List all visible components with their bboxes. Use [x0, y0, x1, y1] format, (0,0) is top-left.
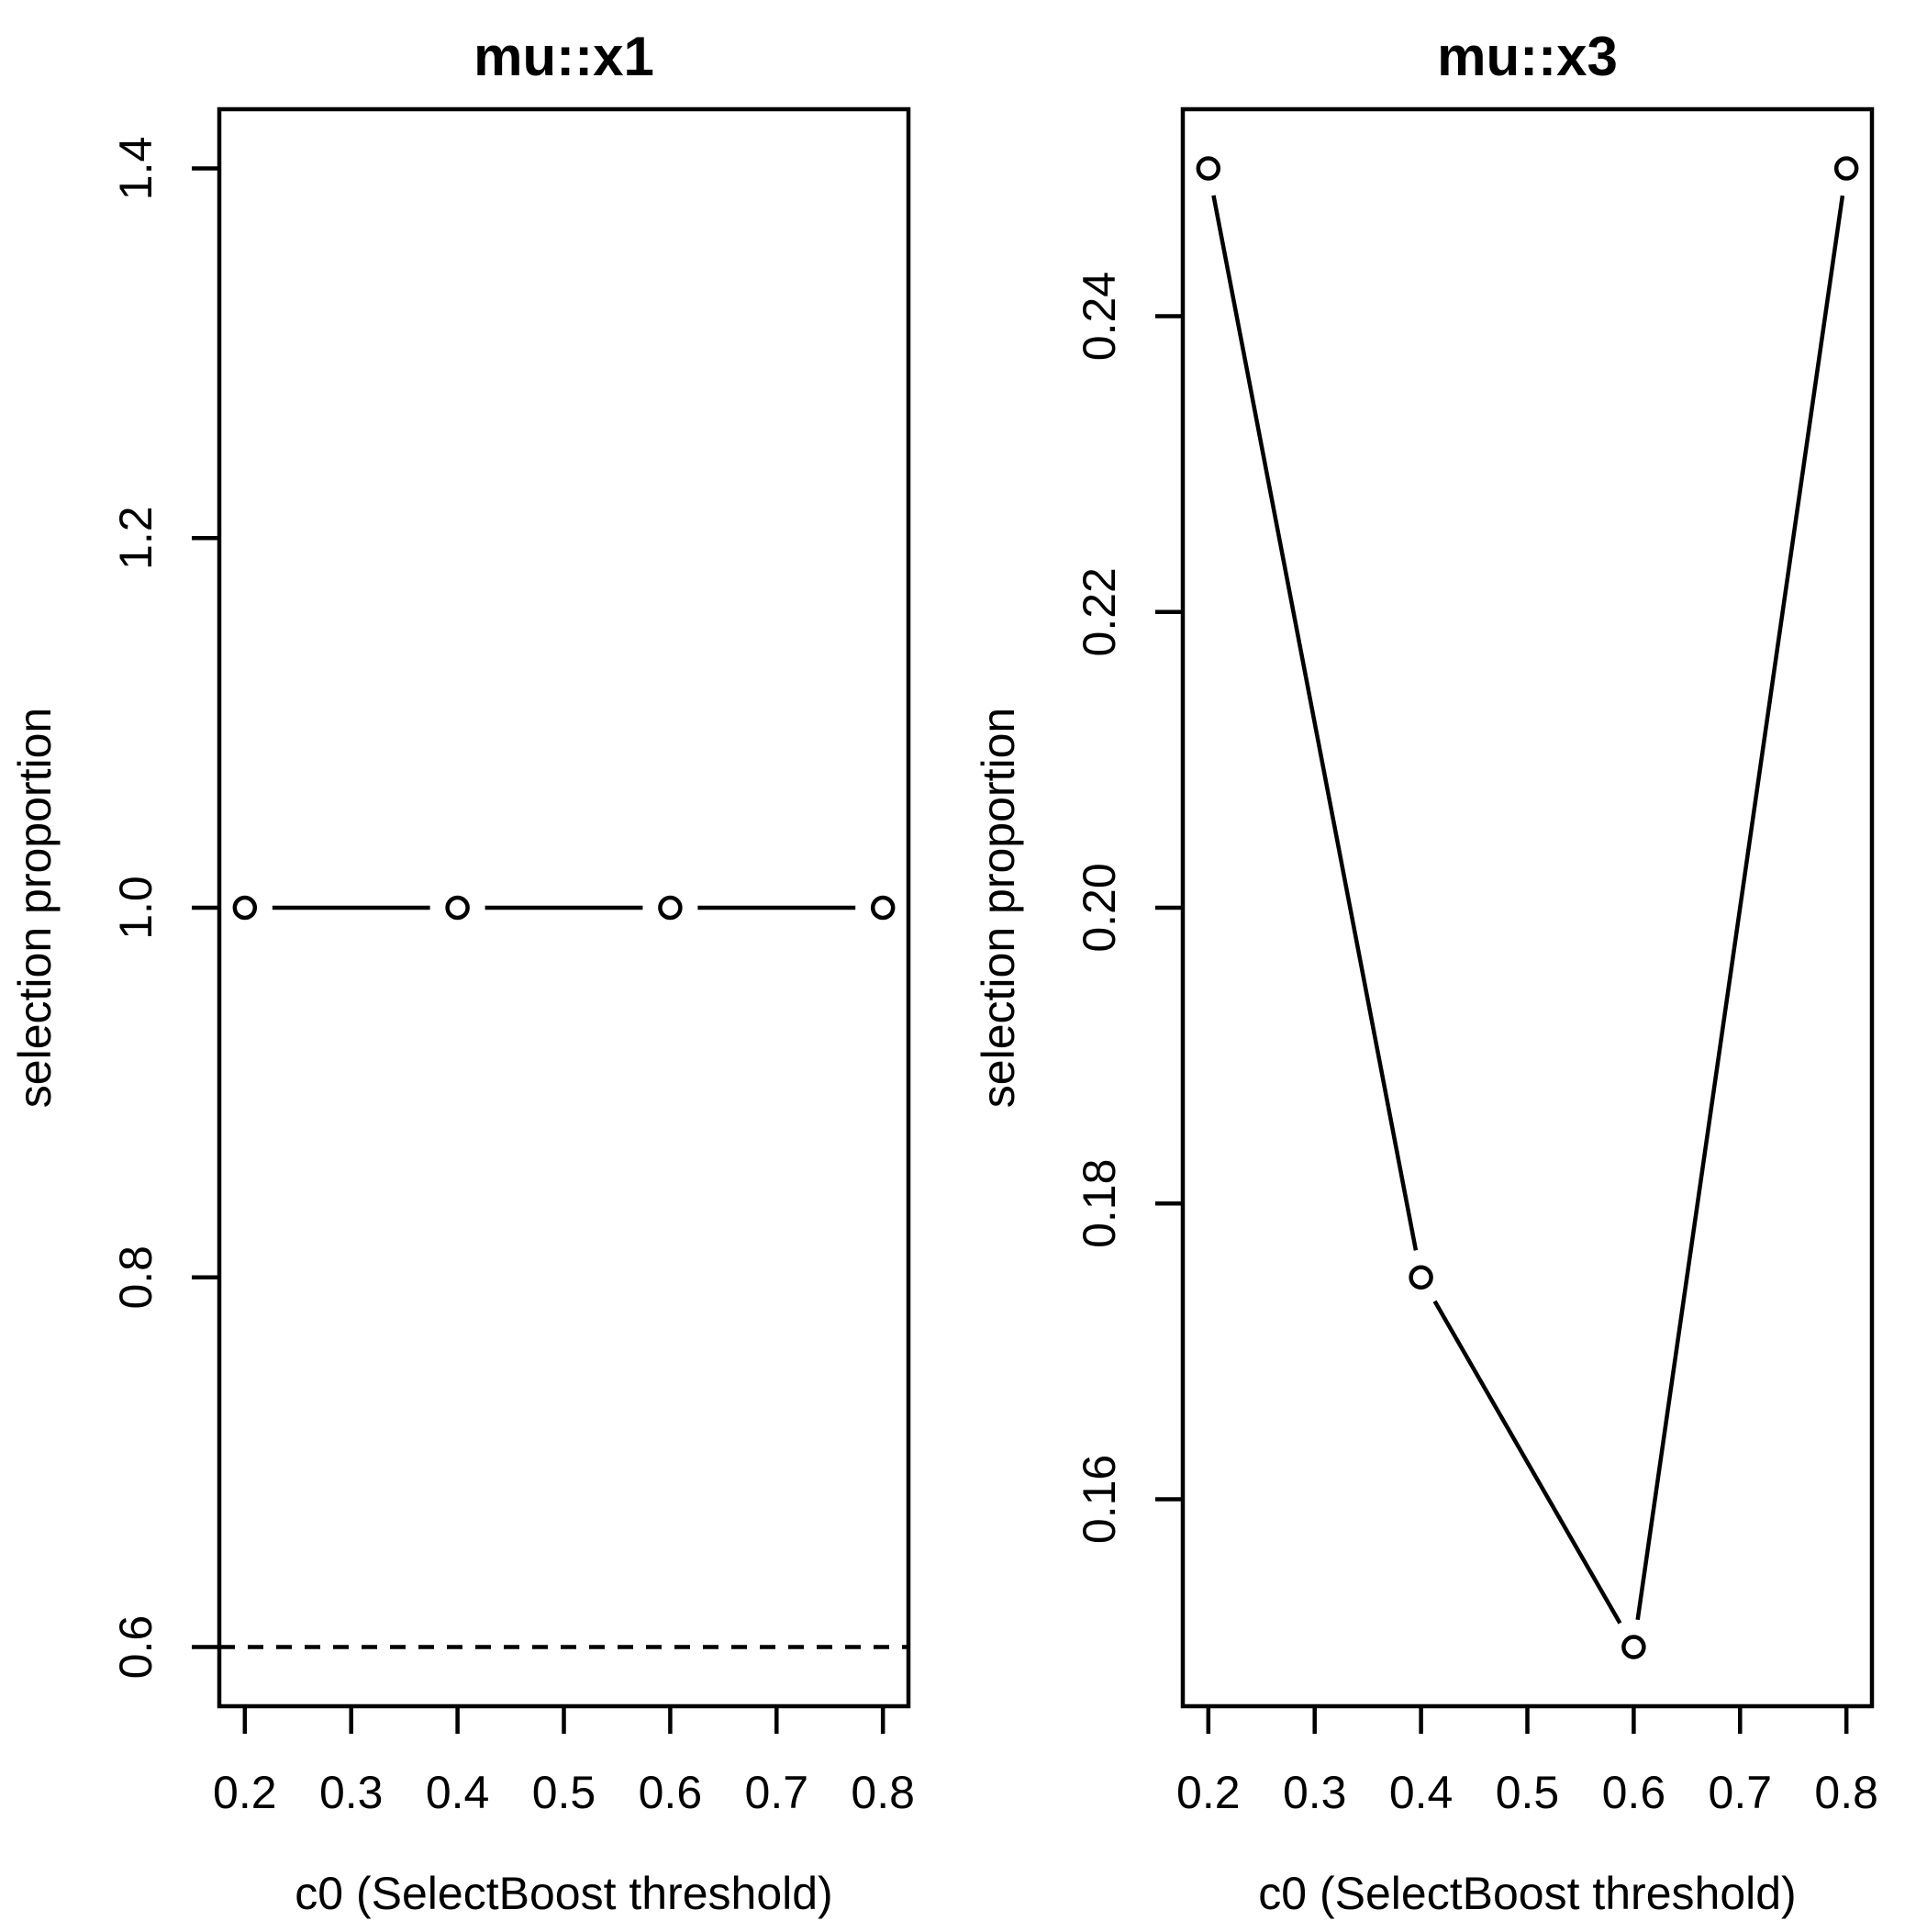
- x-tick-label: 0.6: [1602, 1767, 1666, 1818]
- x-tick-label: 0.5: [1496, 1767, 1560, 1818]
- plot-mu-x3: 0.2 0.3 0.4 0.5 0.6 0.7 0.8 0.16 0.18 0.20 0.22 0.2…: [973, 26, 1878, 1919]
- x-axis-label: c0 (SelectBoost threshold): [1258, 1868, 1796, 1919]
- data-point: [658, 895, 683, 921]
- y-tick-label: 0.20: [1074, 863, 1125, 952]
- data-point: [1196, 156, 1221, 181]
- y-tick-label: 1.4: [110, 137, 162, 201]
- data-line-segment: [1211, 195, 1419, 1251]
- y-tick-label: 0.24: [1074, 272, 1125, 361]
- y-tick-label: 0.16: [1074, 1455, 1125, 1544]
- x-tick-label: 0.3: [1283, 1767, 1347, 1818]
- data-point: [1833, 156, 1859, 181]
- plot-title: mu::x1: [473, 26, 654, 87]
- data-point: [1621, 1635, 1646, 1659]
- plot-box: [1180, 106, 1875, 1709]
- x-axis-label: c0 (SelectBoost threshold): [295, 1868, 832, 1919]
- y-axis-label: selection proportion: [9, 708, 61, 1108]
- x-tick-label: 0.3: [319, 1767, 384, 1818]
- y-tick-label: 1.0: [110, 876, 162, 940]
- y-tick-label: 0.18: [1074, 1159, 1125, 1248]
- y-tick-label: 0.6: [110, 1615, 162, 1680]
- x-tick-label: 0.4: [1389, 1767, 1454, 1818]
- y-tick-label: 1.2: [110, 506, 162, 570]
- plot-panel-right: 0.2 0.3 0.4 0.5 0.6 0.7 0.8 0.16 0.18 0.20 0.22 0.2…: [964, 0, 1927, 1927]
- x-tick-label: 0.8: [1814, 1767, 1878, 1818]
- x-tick-label: 0.2: [213, 1767, 277, 1818]
- data-point: [870, 895, 896, 921]
- x-tick-label: 0.6: [639, 1767, 703, 1818]
- plot-panel-left: 0.2 0.3 0.4 0.5 0.6 0.7 0.8 0.6 0.8 1.0 1.2 1.4 mu::…: [0, 0, 964, 1927]
- y-tick-label: 0.8: [110, 1245, 162, 1310]
- plot-mu-x1: 0.2 0.3 0.4 0.5 0.6 0.7 0.80.60.81.01.21.4mu::…: [9, 26, 915, 1919]
- y-tick-label: 0.22: [1074, 567, 1125, 656]
- x-tick-label: 0.4: [426, 1767, 490, 1818]
- x-tick-label: 0.2: [1176, 1767, 1241, 1818]
- x-tick-label: 0.5: [532, 1767, 596, 1818]
- data-point: [232, 895, 258, 921]
- data-point: [1409, 1265, 1433, 1290]
- data-line-segment: [1635, 195, 1845, 1621]
- plot-title: mu::x3: [1437, 26, 1618, 87]
- x-tick-label: 0.7: [745, 1767, 809, 1818]
- y-axis-label: selection proportion: [973, 708, 1024, 1108]
- data-point: [445, 895, 470, 921]
- data-line-segment: [1432, 1300, 1622, 1625]
- x-tick-label: 0.8: [851, 1767, 915, 1818]
- x-tick-label: 0.7: [1709, 1767, 1773, 1818]
